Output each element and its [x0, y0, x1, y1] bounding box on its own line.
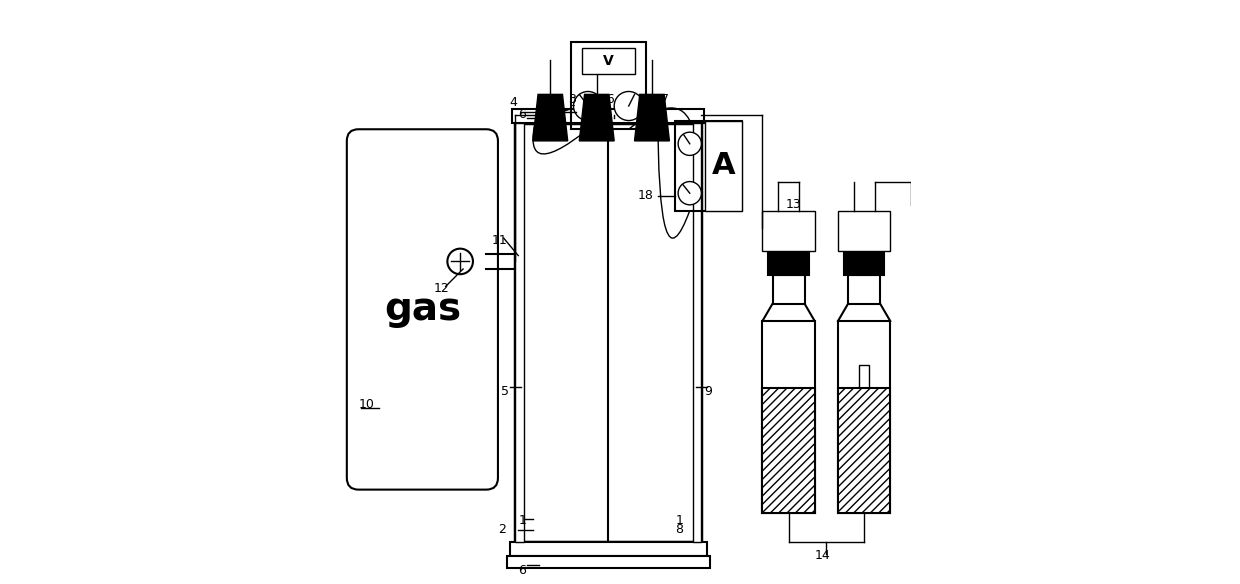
Bar [773, 274, 805, 304]
Text: V: V [603, 54, 614, 68]
Bar [516, 123, 702, 542]
Bar [510, 542, 707, 557]
Text: gas: gas [384, 290, 461, 328]
Bar [763, 388, 815, 513]
Bar [838, 388, 890, 513]
Bar [763, 321, 815, 513]
FancyBboxPatch shape [347, 129, 498, 489]
Polygon shape [635, 95, 670, 141]
Text: 15: 15 [542, 93, 558, 106]
Text: 1: 1 [676, 515, 683, 527]
Text: 18: 18 [637, 189, 653, 202]
Text: 12: 12 [434, 282, 450, 296]
Text: 3: 3 [591, 93, 599, 106]
Text: 10: 10 [358, 398, 374, 411]
Bar [843, 251, 884, 274]
Polygon shape [533, 95, 568, 141]
Bar [838, 321, 890, 513]
Bar [507, 557, 711, 568]
Text: 4: 4 [510, 96, 517, 109]
Text: 11: 11 [492, 234, 508, 247]
Text: +: + [637, 99, 649, 113]
Circle shape [574, 92, 603, 120]
Bar [769, 251, 808, 274]
Circle shape [678, 132, 702, 155]
Text: 13: 13 [786, 198, 801, 211]
Text: A: A [712, 151, 735, 180]
Bar [706, 120, 742, 211]
Text: 8: 8 [676, 523, 683, 536]
Text: -: - [570, 99, 574, 113]
Circle shape [678, 182, 702, 205]
Bar [848, 274, 880, 304]
Bar [693, 123, 702, 542]
Text: 1: 1 [518, 515, 526, 527]
Bar [512, 109, 704, 123]
Text: 5: 5 [501, 385, 508, 398]
Text: 16: 16 [600, 93, 615, 106]
Bar [838, 211, 890, 251]
Bar [763, 211, 815, 251]
Bar [676, 120, 742, 211]
Text: 17: 17 [536, 105, 552, 118]
Text: 6: 6 [518, 564, 526, 577]
Text: 3: 3 [568, 93, 575, 106]
Bar [570, 42, 646, 129]
Text: 6: 6 [518, 107, 526, 121]
Text: 9: 9 [704, 385, 712, 398]
Polygon shape [579, 95, 614, 141]
Circle shape [448, 249, 472, 274]
Text: 2: 2 [498, 523, 506, 536]
Text: 7: 7 [661, 93, 668, 106]
Circle shape [614, 92, 644, 120]
Text: 14: 14 [815, 550, 831, 562]
Bar [583, 48, 635, 74]
Bar [516, 123, 525, 542]
Bar [859, 365, 869, 495]
